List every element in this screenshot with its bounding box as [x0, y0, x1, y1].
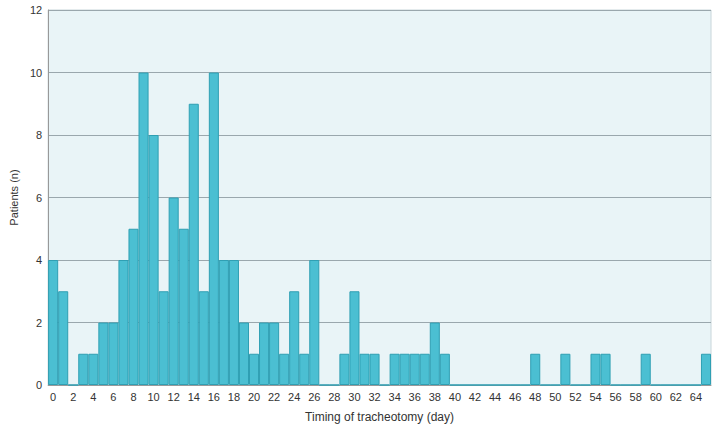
svg-text:36: 36	[409, 391, 421, 403]
svg-text:60: 60	[650, 391, 662, 403]
svg-text:10: 10	[147, 391, 159, 403]
svg-text:38: 38	[429, 391, 441, 403]
svg-text:62: 62	[670, 391, 682, 403]
svg-text:34: 34	[389, 391, 401, 403]
svg-text:58: 58	[630, 391, 642, 403]
svg-text:32: 32	[368, 391, 380, 403]
svg-text:30: 30	[348, 391, 360, 403]
svg-text:8: 8	[130, 391, 136, 403]
svg-text:24: 24	[288, 391, 300, 403]
svg-text:10: 10	[30, 67, 42, 79]
svg-text:50: 50	[549, 391, 561, 403]
svg-text:26: 26	[308, 391, 320, 403]
svg-text:16: 16	[208, 391, 220, 403]
svg-text:64: 64	[690, 391, 702, 403]
svg-text:46: 46	[509, 391, 521, 403]
svg-text:0: 0	[50, 391, 56, 403]
svg-text:48: 48	[529, 391, 541, 403]
svg-text:Patients (n): Patients (n)	[8, 169, 20, 225]
svg-text:40: 40	[449, 391, 461, 403]
svg-text:42: 42	[469, 391, 481, 403]
svg-text:54: 54	[589, 391, 601, 403]
svg-text:2: 2	[36, 317, 42, 329]
svg-text:20: 20	[248, 391, 260, 403]
svg-text:12: 12	[168, 391, 180, 403]
svg-text:2: 2	[70, 391, 76, 403]
svg-text:44: 44	[489, 391, 501, 403]
svg-text:4: 4	[90, 391, 96, 403]
svg-text:22: 22	[268, 391, 280, 403]
svg-text:12: 12	[30, 4, 42, 16]
svg-text:4: 4	[36, 254, 42, 266]
svg-text:56: 56	[609, 391, 621, 403]
svg-text:Timing of tracheotomy (day): Timing of tracheotomy (day)	[305, 410, 454, 424]
svg-text:28: 28	[328, 391, 340, 403]
svg-text:0: 0	[36, 379, 42, 391]
svg-text:14: 14	[188, 391, 200, 403]
svg-text:52: 52	[569, 391, 581, 403]
svg-text:18: 18	[228, 391, 240, 403]
svg-text:8: 8	[36, 129, 42, 141]
svg-text:6: 6	[110, 391, 116, 403]
svg-text:6: 6	[36, 192, 42, 204]
